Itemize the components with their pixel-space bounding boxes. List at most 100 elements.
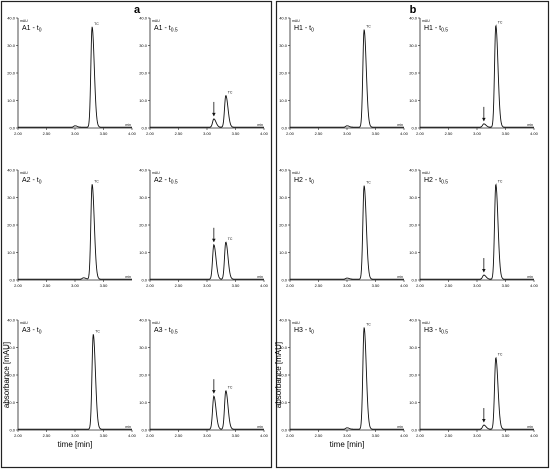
y-tick-label: 40.0 — [7, 318, 16, 323]
y-unit-tag: mAU — [20, 19, 28, 23]
y-tick-label: 40.0 — [409, 168, 418, 173]
panel-label-subscript: 0.5 — [171, 180, 178, 186]
x-tick-label: 2.50 — [315, 131, 324, 136]
y-tick-label: 30.0 — [139, 345, 148, 350]
peak-label: TC — [94, 22, 99, 26]
panel-label-subscript: 0 — [311, 28, 314, 34]
y-unit-tag: mAU — [20, 321, 28, 325]
peak-label: TC — [498, 20, 503, 24]
y-unit-tag: mAU — [292, 321, 300, 325]
chromatogram-panel: 0.0 10.0 20.0 30.0 40.0 2.00 2.50 3.00 3.50 4.00 m… — [409, 318, 538, 439]
chromatogram-trace — [18, 184, 132, 280]
peak-label: TC — [94, 179, 99, 183]
y-tick-label: 30.0 — [279, 345, 288, 350]
y-unit-tag: mAU — [152, 171, 160, 175]
x-tick-label: 2.00 — [14, 131, 23, 136]
panel-label-subscript: 0.5 — [171, 28, 178, 34]
panel-label-main: A3 - t — [22, 327, 39, 334]
y-tick-label: 0.0 — [9, 278, 15, 283]
x-tick-label: 3.50 — [502, 283, 511, 288]
y-tick-label: 10.0 — [409, 400, 418, 405]
arrow-head — [212, 390, 216, 394]
arrow-head — [212, 238, 216, 243]
x-tick-label: 2.00 — [146, 131, 155, 136]
peak-label: TC — [498, 179, 503, 183]
y-tick-label: 20.0 — [409, 223, 418, 228]
x-unit-tag: min — [397, 425, 403, 429]
x-axis-title: time [min] — [330, 440, 365, 449]
y-tick-label: 40.0 — [139, 318, 148, 323]
x-tick-label: 2.00 — [286, 283, 295, 288]
y-tick-label: 0.0 — [411, 278, 417, 283]
y-tick-label: 0.0 — [411, 428, 417, 433]
x-tick-label: 3.50 — [372, 433, 381, 438]
peak-label: TC — [366, 181, 371, 185]
x-tick-label: 3.00 — [203, 283, 212, 288]
panel-label-subscript: 0.5 — [441, 330, 448, 336]
x-tick-label: 3.00 — [473, 433, 482, 438]
chromatogram-trace — [150, 94, 264, 128]
y-tick-label: 20.0 — [279, 223, 288, 228]
x-tick-label: 3.50 — [502, 131, 511, 136]
x-tick-label: 4.00 — [530, 433, 539, 438]
y-tick-label: 20.0 — [409, 71, 418, 76]
y-tick-label: 20.0 — [7, 373, 16, 378]
panel-label-main: H2 - t — [424, 177, 441, 184]
x-tick-label: 3.50 — [372, 283, 381, 288]
x-tick-label: 4.00 — [260, 283, 269, 288]
panel-label-main: A2 - t — [22, 177, 39, 184]
y-tick-label: 40.0 — [7, 168, 16, 173]
chromatogram-panel: 0.0 10.0 20.0 30.0 40.0 2.00 2.50 3.00 3.50 4.00 m… — [139, 16, 268, 137]
y-tick-label: 30.0 — [409, 195, 418, 200]
x-tick-label: 3.00 — [71, 283, 80, 288]
y-tick-label: 0.0 — [141, 278, 147, 283]
panel-label-subscript: 0 — [311, 330, 314, 336]
arrow-head — [482, 269, 486, 273]
panel-label-subscript: 0 — [39, 180, 42, 186]
x-unit-tag: min — [125, 275, 131, 279]
y-tick-label: 20.0 — [139, 223, 148, 228]
x-unit-tag: min — [527, 275, 533, 279]
panel-label: A3 - t0 — [22, 327, 42, 336]
panel-label-subscript: 0.5 — [171, 330, 178, 336]
y-axis-title: absorbance [mAU] — [2, 342, 11, 408]
chromatogram-trace — [18, 334, 132, 430]
y-tick-label: 0.0 — [9, 126, 15, 131]
panel-label-subscript: 0 — [39, 28, 42, 34]
y-tick-label: 20.0 — [279, 373, 288, 378]
panels-container: 0.0 10.0 20.0 30.0 40.0 2.00 2.50 3.00 3.50 4.00 m… — [2, 16, 539, 450]
x-tick-label: 2.00 — [146, 283, 155, 288]
x-tick-label: 2.50 — [175, 283, 184, 288]
y-tick-label: 10.0 — [409, 98, 418, 103]
arrow-head — [212, 112, 216, 117]
y-tick-label: 30.0 — [279, 43, 288, 48]
x-tick-label: 2.00 — [14, 283, 23, 288]
x-tick-label: 4.00 — [400, 131, 409, 136]
y-tick-label: 0.0 — [281, 126, 287, 131]
y-tick-label: 0.0 — [141, 428, 147, 433]
y-tick-label: 40.0 — [409, 318, 418, 323]
panel-label-subscript: 0 — [39, 330, 42, 336]
x-tick-label: 2.50 — [43, 283, 52, 288]
y-tick-label: 30.0 — [7, 195, 16, 200]
panel-label: H3 - t0.5 — [424, 327, 448, 336]
chromatogram-trace — [150, 241, 264, 280]
chromatogram-panel: 0.0 10.0 20.0 30.0 40.0 2.00 2.50 3.00 3.50 4.00 m… — [409, 168, 538, 289]
y-tick-label: 20.0 — [139, 373, 148, 378]
chromatogram-trace — [18, 26, 132, 128]
y-tick-label: 20.0 — [139, 71, 148, 76]
chromatogram-trace — [420, 356, 534, 430]
x-tick-label: 2.50 — [315, 433, 324, 438]
y-tick-label: 10.0 — [139, 400, 148, 405]
x-tick-label: 3.50 — [502, 433, 511, 438]
x-tick-label: 3.00 — [473, 283, 482, 288]
panel-label-main: H2 - t — [294, 177, 311, 184]
y-tick-label: 10.0 — [7, 98, 16, 103]
x-tick-label: 4.00 — [260, 131, 269, 136]
x-tick-label: 2.00 — [416, 433, 425, 438]
panel-label-main: A3 - t — [154, 327, 171, 334]
chromatogram-panel: 0.0 10.0 20.0 30.0 40.0 2.00 2.50 3.00 3.50 4.00 m… — [274, 318, 409, 450]
arrow-head — [482, 117, 486, 122]
x-tick-label: 3.50 — [100, 131, 109, 136]
x-tick-label: 3.00 — [343, 283, 352, 288]
